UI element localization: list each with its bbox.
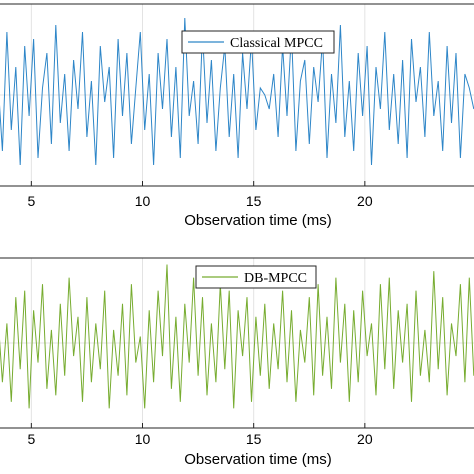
bottom-series-line xyxy=(0,264,474,409)
top-x-tick-label: 20 xyxy=(357,193,373,209)
bottom-legend-label: DB-MPCC xyxy=(244,271,307,286)
bottom-plot-frame xyxy=(0,257,474,429)
top-plot-frame xyxy=(0,3,474,187)
bottom-panel: 5 10 15 20 Observation time (ms) DB-MPCC xyxy=(0,257,474,468)
top-x-tick-label: 10 xyxy=(135,193,151,209)
top-legend: Classical MPCC xyxy=(181,30,335,54)
bottom-x-tick-label: 15 xyxy=(246,431,262,447)
bottom-x-tick-label: 5 xyxy=(27,431,35,447)
bottom-legend-box xyxy=(195,265,317,289)
top-legend-box xyxy=(181,30,335,54)
top-x-tick-label: 15 xyxy=(246,193,262,209)
bottom-x-tick-label: 10 xyxy=(135,431,151,447)
bottom-x-tick-label: 20 xyxy=(357,431,373,447)
top-legend-label: Classical MPCC xyxy=(230,36,323,51)
bottom-x-axis-title: Observation time (ms) xyxy=(184,451,332,468)
top-ticks: 5 10 15 20 xyxy=(27,181,373,209)
top-x-tick-label: 5 xyxy=(27,193,35,209)
top-panel: 5 10 15 20 Observation time (ms) Classical … xyxy=(0,3,474,229)
top-x-axis-title: Observation time (ms) xyxy=(184,212,332,229)
top-series-line xyxy=(0,17,474,166)
bottom-ticks: 5 10 15 20 xyxy=(27,423,373,447)
bottom-legend: DB-MPCC xyxy=(195,265,317,289)
